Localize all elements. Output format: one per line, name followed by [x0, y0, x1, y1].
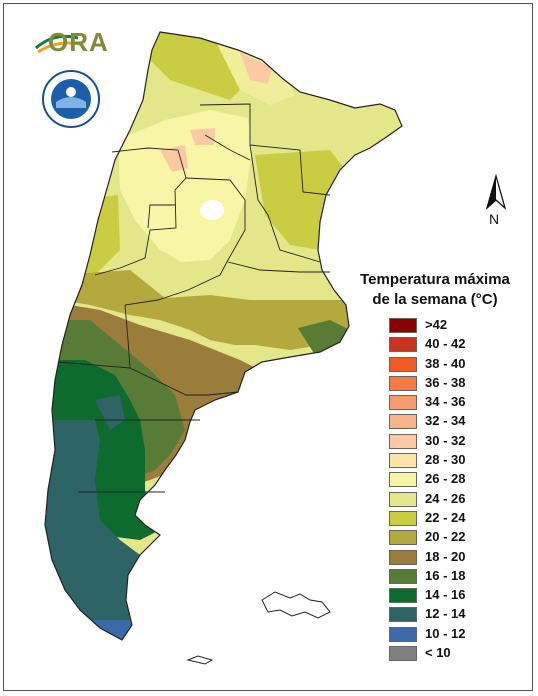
legend-label: 18 - 20 [425, 548, 466, 564]
legend-swatch [389, 375, 417, 391]
legend-swatch [389, 395, 417, 411]
legend-swatch [389, 414, 417, 430]
ora-logo-text: ORA [48, 27, 109, 57]
legend-label: 20 - 22 [425, 529, 466, 545]
north-label: N [489, 211, 500, 227]
argentina-outline [44, 31, 403, 641]
legend-label: 32 - 34 [425, 413, 466, 429]
legend-swatch [389, 433, 417, 449]
legend-label: >42 [425, 317, 448, 332]
isla-de-los-estados [186, 655, 214, 665]
legend-swatch [389, 491, 417, 507]
legend-label: 14 - 16 [425, 587, 466, 603]
legend-label: 22 - 24 [425, 509, 466, 525]
islas-malvinas [261, 591, 331, 619]
legend-swatch [389, 626, 417, 642]
north-arrow-icon [485, 173, 507, 210]
legend-label: 34 - 36 [425, 394, 466, 410]
legend-swatch [389, 549, 417, 565]
ora-logo-icon [35, 34, 81, 54]
legend-swatch [389, 530, 417, 546]
legend-label: 24 - 26 [425, 490, 466, 506]
legend-label: 26 - 28 [425, 471, 466, 487]
legend-swatch [389, 588, 417, 604]
legend-label: 38 - 40 [425, 355, 466, 371]
legend-swatch [389, 472, 417, 488]
legend-label: 28 - 30 [425, 452, 466, 468]
legend-label: 10 - 12 [425, 625, 466, 641]
legend-swatch [389, 318, 417, 333]
legend-label: 40 - 42 [425, 336, 466, 352]
legend-label: 30 - 32 [425, 432, 466, 448]
legend-swatch [389, 646, 417, 662]
legend-label: 16 - 18 [425, 567, 466, 583]
legend-title-line-1: Temperatura máxima [360, 271, 510, 288]
legend-swatch [389, 510, 417, 526]
legend-swatch [389, 356, 417, 372]
province-borders [57, 103, 331, 493]
legend-label: < 10 [425, 645, 451, 661]
legend-label: 12 - 14 [425, 606, 466, 622]
legend-title-line-2: de la semana (°C) [372, 291, 498, 308]
smn-seal-icon [42, 70, 100, 128]
legend-swatch [389, 568, 417, 584]
legend-swatch [389, 607, 417, 623]
legend-swatch [389, 337, 417, 353]
legend-title: Temperatura máxima de la semana (°C) [340, 270, 530, 310]
legend-swatch [389, 453, 417, 469]
legend-label: 36 - 38 [425, 374, 466, 390]
